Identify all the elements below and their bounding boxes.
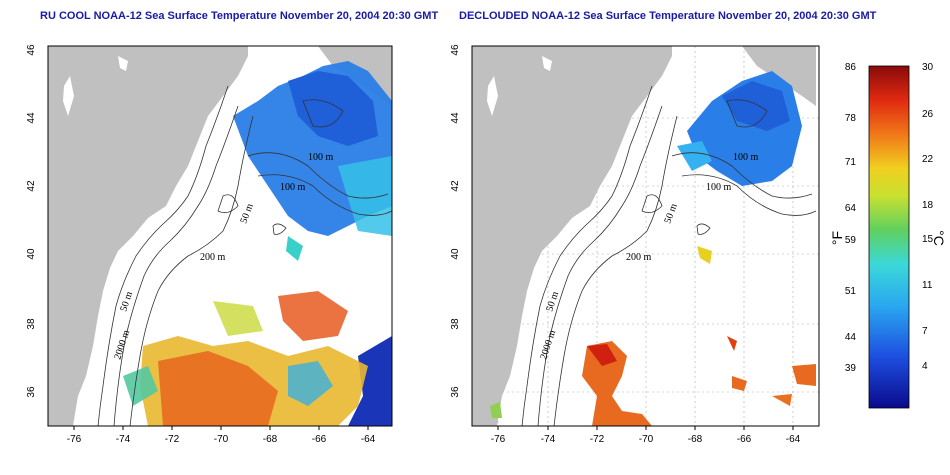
left-y-tick: 36 [26, 386, 37, 398]
right-y-tick: 44 [450, 112, 461, 124]
right-y-axis: 46 44 42 40 38 36 [450, 44, 461, 398]
right-y-tick: 46 [450, 44, 461, 56]
left-x-tick: -66 [312, 434, 327, 445]
right-x-tick: -64 [786, 434, 801, 445]
celsius-unit-label: °C [931, 230, 947, 246]
right-contour-label: 200 m [626, 252, 652, 263]
celsius-tick: 15 [922, 234, 934, 245]
right-y-tick: 36 [450, 386, 461, 398]
right-x-tick: -66 [737, 434, 752, 445]
celsius-tick: 22 [922, 154, 934, 165]
right-y-tick: 38 [450, 318, 461, 330]
left-contour-label: 200 m [200, 252, 226, 263]
left-x-tick: -72 [165, 434, 180, 445]
celsius-tick: 18 [922, 200, 934, 211]
right-x-tick: -70 [639, 434, 654, 445]
left-x-tick: -68 [263, 434, 278, 445]
fahrenheit-tick: 44 [845, 332, 857, 343]
left-x-tick: -74 [116, 434, 131, 445]
left-y-tick: 40 [26, 248, 37, 260]
left-contour-label: 100 m [280, 182, 306, 193]
fahrenheit-tick: 78 [845, 113, 857, 124]
left-y-tick: 38 [26, 318, 37, 330]
fahrenheit-tick: 51 [845, 286, 857, 297]
fahrenheit-tick: 59 [845, 235, 857, 246]
left-x-tick: -70 [214, 434, 229, 445]
left-x-tick: -64 [361, 434, 376, 445]
colorbar: 86 78 71 64 59 51 44 39 30 26 22 18 15 1… [829, 62, 947, 409]
left-map-title: RU COOL NOAA-12 Sea Surface Temperature … [40, 10, 439, 22]
left-y-tick: 42 [26, 180, 37, 192]
left-y-tick: 44 [26, 112, 37, 124]
celsius-tick: 30 [922, 62, 934, 73]
right-contour-label: 100 m [733, 152, 759, 163]
right-x-tick: -76 [491, 434, 506, 445]
fahrenheit-tick: 71 [845, 157, 857, 168]
celsius-tick: 26 [922, 109, 934, 120]
celsius-tick: 11 [922, 280, 933, 291]
celsius-tick: 4 [922, 361, 928, 372]
fahrenheit-unit-label: °F [829, 231, 845, 245]
fahrenheit-tick: 86 [845, 62, 857, 73]
fahrenheit-tick: 64 [845, 203, 857, 214]
celsius-tick: 7 [922, 326, 928, 337]
right-x-axis: -76 -74 -72 -70 -68 -66 -64 [491, 426, 801, 445]
colorbar-gradient [868, 65, 910, 409]
left-y-tick: 46 [26, 44, 37, 56]
left-y-axis: 46 44 42 40 38 36 [26, 44, 37, 398]
right-contour-label: 100 m [706, 182, 732, 193]
right-y-tick: 42 [450, 180, 461, 192]
right-y-tick: 40 [450, 248, 461, 260]
right-x-tick: -68 [688, 434, 703, 445]
right-x-tick: -72 [590, 434, 605, 445]
left-x-axis: -76 -74 -72 -70 -68 -66 -64 [67, 426, 376, 445]
left-x-tick: -76 [67, 434, 82, 445]
left-contour-label: 100 m [308, 152, 334, 163]
right-x-tick: -74 [541, 434, 556, 445]
right-map-title: DECLOUDED NOAA-12 Sea Surface Temperatur… [459, 10, 877, 22]
fahrenheit-tick: 39 [845, 363, 857, 374]
right-map: 100 m 100 m 50 m 200 m 50 m 2000 m -76 -… [450, 44, 820, 445]
right-map-body [472, 46, 817, 426]
left-map-body [48, 46, 392, 426]
left-map: 100 m 100 m 50 m 200 m 50 m 2000 m -76 -… [26, 44, 393, 445]
